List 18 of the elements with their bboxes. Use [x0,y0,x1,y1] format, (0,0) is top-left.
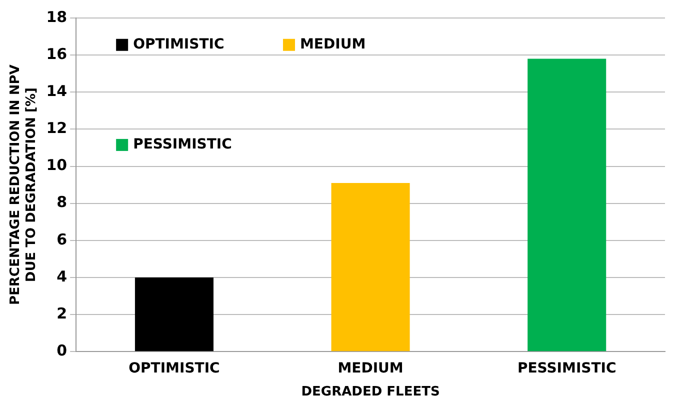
y-tick-label: 4 [56,267,68,286]
x-tick-label: OPTIMISTIC [128,360,220,377]
legend-label: OPTIMISTIC [133,36,224,53]
y-tick-label: 10 [46,156,68,174]
x-axis-title: DEGRADED FLEETS [301,384,440,400]
y-axis-title: PERCENTAGE REDUCTION IN NPV DUE TO DEGRADATION [%] [8,64,39,305]
x-tick-label: PESSIMISTIC [517,360,616,377]
y-tick-label: 8 [56,193,68,212]
y-tick-label: 16 [46,44,68,63]
y-tick-label: 18 [46,8,68,26]
y-tick-label: 2 [56,304,68,322]
y-tick-label: 12 [46,119,68,138]
y-tick-label: 14 [46,82,68,100]
legend-label: MEDIUM [300,36,366,53]
legend-label: PESSIMISTIC [133,136,232,153]
x-tick-label: MEDIUM [338,360,404,377]
y-tick-label: 0 [56,341,68,360]
y-tick-label: 6 [56,230,68,248]
